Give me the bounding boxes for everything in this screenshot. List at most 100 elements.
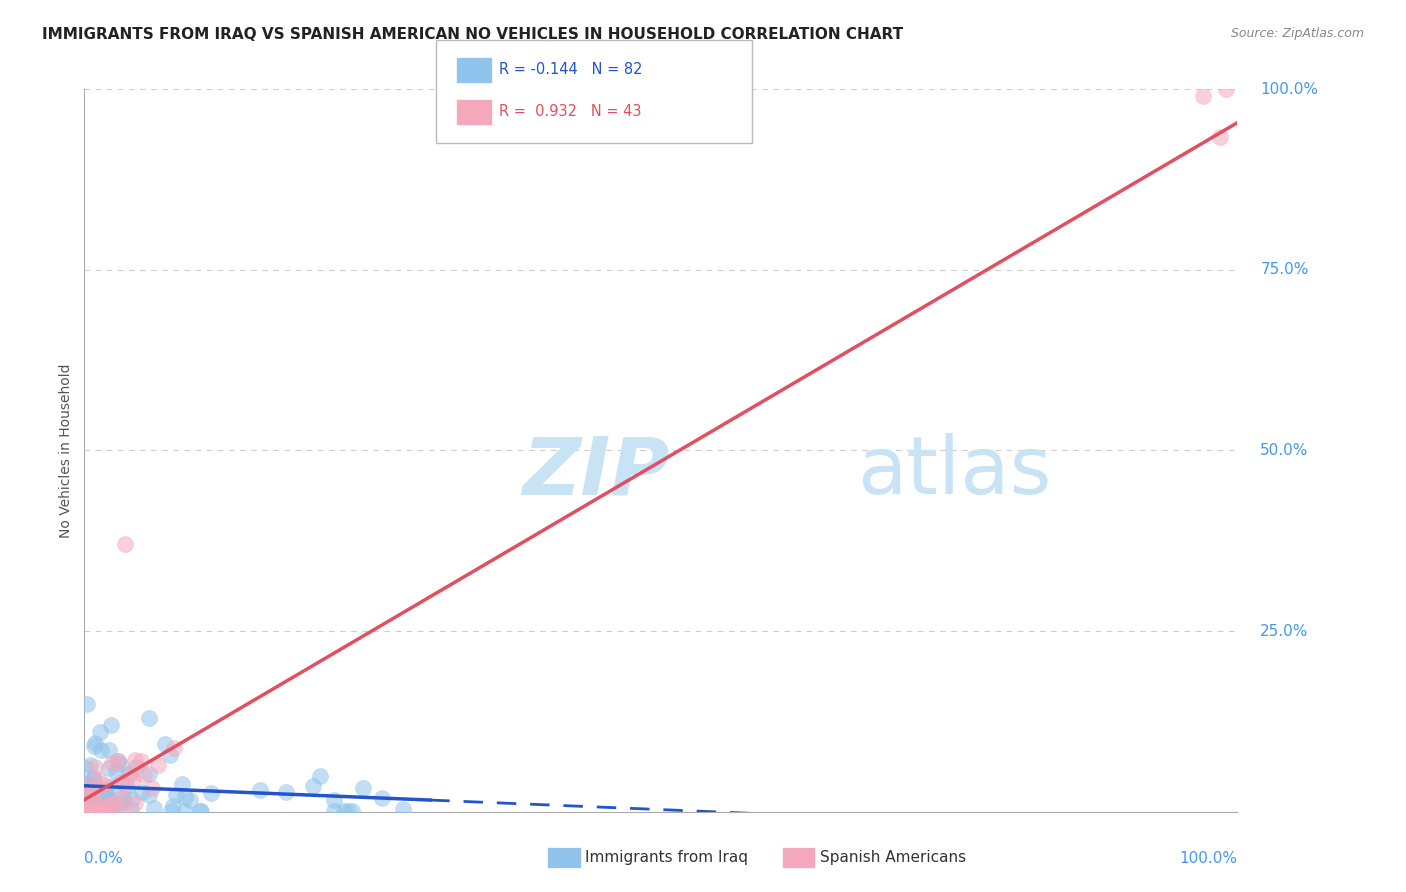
Point	[174, 790, 197, 805]
Point	[83, 782, 105, 797]
Point	[84, 804, 107, 818]
Point	[170, 777, 193, 791]
Point	[98, 794, 121, 808]
Point	[76, 794, 98, 808]
Point	[94, 778, 117, 792]
Point	[76, 804, 98, 818]
Point	[87, 772, 110, 787]
Point	[75, 761, 97, 775]
Point	[75, 801, 97, 815]
Point	[90, 804, 112, 818]
Text: 100.0%: 100.0%	[1260, 82, 1319, 96]
Point	[114, 777, 136, 791]
Point	[121, 792, 143, 806]
Point	[90, 804, 112, 818]
Point	[117, 780, 139, 794]
Point	[75, 801, 97, 815]
Point	[86, 795, 108, 809]
Point	[94, 801, 117, 815]
Point	[100, 804, 122, 818]
Point	[101, 756, 124, 770]
Text: 0.0%: 0.0%	[84, 852, 124, 866]
Point	[98, 796, 121, 810]
Text: Source: ZipAtlas.com: Source: ZipAtlas.com	[1230, 27, 1364, 40]
Point	[98, 761, 121, 775]
Point	[83, 736, 105, 750]
Point	[1191, 89, 1213, 103]
Point	[82, 772, 104, 786]
Point	[90, 789, 112, 804]
Point	[96, 789, 118, 803]
Point	[1215, 82, 1237, 96]
Point	[125, 760, 148, 774]
Text: Immigrants from Iraq: Immigrants from Iraq	[585, 850, 748, 864]
Text: IMMIGRANTS FROM IRAQ VS SPANISH AMERICAN NO VEHICLES IN HOUSEHOLD CORRELATION CH: IMMIGRANTS FROM IRAQ VS SPANISH AMERICAN…	[42, 27, 903, 42]
Point	[77, 779, 100, 793]
Point	[124, 796, 146, 810]
Point	[352, 781, 374, 796]
Point	[188, 804, 211, 818]
Point	[90, 804, 112, 818]
Point	[121, 772, 143, 786]
Point	[274, 785, 297, 799]
Point	[77, 789, 100, 803]
Point	[80, 801, 103, 815]
Point	[83, 771, 105, 785]
Point	[94, 783, 117, 797]
Point	[83, 804, 105, 818]
Point	[120, 767, 142, 781]
Text: R = -0.144   N = 82: R = -0.144 N = 82	[499, 62, 643, 77]
Point	[190, 804, 212, 818]
Point	[100, 801, 122, 815]
Point	[107, 755, 129, 769]
Point	[165, 789, 187, 803]
Point	[83, 739, 105, 753]
Point	[90, 743, 112, 757]
Point	[114, 537, 136, 551]
Point	[100, 804, 122, 818]
Point	[96, 798, 118, 813]
Y-axis label: No Vehicles in Household: No Vehicles in Household	[59, 363, 73, 538]
Point	[162, 798, 184, 813]
Text: 25.0%: 25.0%	[1260, 624, 1309, 639]
Point	[132, 768, 155, 782]
Point	[249, 782, 271, 797]
Point	[138, 788, 160, 802]
Text: R =  0.932   N = 43: R = 0.932 N = 43	[499, 104, 641, 119]
Point	[120, 802, 142, 816]
Point	[309, 769, 332, 783]
Point	[340, 804, 363, 818]
Point	[79, 789, 101, 804]
Point	[392, 802, 415, 816]
Text: 75.0%: 75.0%	[1260, 262, 1309, 277]
Point	[111, 790, 134, 805]
Point	[75, 804, 97, 818]
Point	[82, 788, 104, 802]
Point	[90, 801, 112, 815]
Point	[89, 801, 111, 815]
Point	[107, 754, 129, 768]
Point	[75, 777, 97, 791]
Point	[111, 795, 134, 809]
Point	[103, 804, 125, 818]
Point	[79, 776, 101, 790]
Point	[100, 718, 122, 732]
Text: ZIP: ZIP	[523, 434, 669, 511]
Point	[77, 801, 100, 815]
Point	[79, 783, 101, 797]
Point	[75, 804, 97, 818]
Point	[118, 766, 141, 780]
Point	[104, 764, 127, 779]
Point	[138, 767, 160, 781]
Point	[89, 724, 111, 739]
Point	[108, 757, 131, 772]
Point	[322, 793, 344, 807]
Point	[87, 804, 110, 818]
Point	[160, 804, 183, 818]
Point	[80, 804, 103, 818]
Point	[112, 804, 135, 818]
Point	[141, 781, 163, 796]
Point	[1209, 129, 1232, 144]
Point	[79, 804, 101, 818]
Point	[98, 743, 121, 757]
